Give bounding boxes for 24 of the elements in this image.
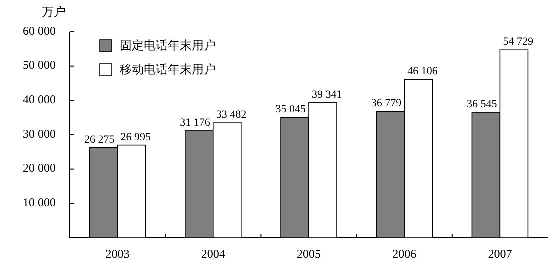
legend-label: 移动电话年末用户 (120, 62, 216, 76)
x-tick-label: 2005 (297, 247, 321, 261)
y-tick-label: 10 000 (23, 195, 56, 210)
data-label: 31 176 (180, 116, 211, 129)
data-label: 36 779 (371, 98, 402, 110)
x-tick-label: 2003 (106, 247, 130, 261)
data-label: 35 045 (276, 104, 306, 116)
data-label: 26 995 (120, 131, 152, 144)
data-label: 39 341 (312, 88, 342, 101)
data-label: 33 482 (216, 109, 247, 122)
y-axis-title: 万户 (42, 5, 66, 19)
data-label: 36 545 (466, 98, 498, 111)
data-label: 26 275 (84, 134, 116, 146)
x-tick-label: 2004 (201, 247, 226, 261)
x-tick-label: 2006 (392, 247, 417, 261)
y-tick-label: 60 000 (23, 24, 56, 38)
y-tick-label: 40 000 (23, 92, 56, 106)
data-label: 54 729 (503, 36, 534, 48)
y-tick-label: 30 000 (23, 126, 56, 141)
x-tick-label: 2007 (488, 247, 512, 261)
y-tick-label: 50 000 (23, 58, 56, 72)
y-tick-label: 20 000 (23, 161, 56, 176)
data-label: 46 106 (408, 66, 438, 78)
legend-label: 固定电话年末用户 (120, 38, 216, 52)
